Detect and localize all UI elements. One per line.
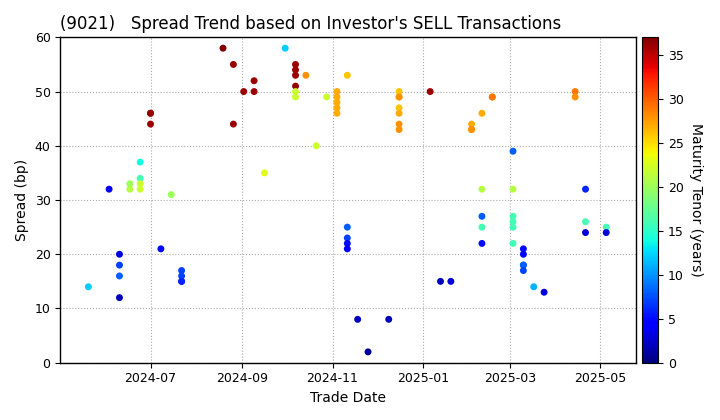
Point bbox=[393, 126, 405, 133]
Point bbox=[341, 235, 353, 242]
Point bbox=[176, 278, 187, 285]
Point bbox=[135, 159, 146, 165]
Point bbox=[466, 126, 477, 133]
Point bbox=[135, 186, 146, 192]
Point bbox=[476, 240, 487, 247]
Point bbox=[476, 186, 487, 192]
Point bbox=[279, 45, 291, 52]
Point bbox=[289, 61, 301, 68]
Point bbox=[445, 278, 456, 285]
Point bbox=[393, 121, 405, 127]
Point bbox=[580, 229, 591, 236]
Point bbox=[518, 251, 529, 257]
Point bbox=[289, 83, 301, 89]
Point bbox=[341, 224, 353, 231]
Point bbox=[114, 273, 125, 279]
Point bbox=[600, 229, 612, 236]
Point bbox=[248, 88, 260, 95]
Point bbox=[145, 110, 156, 117]
Point bbox=[508, 240, 519, 247]
Point bbox=[570, 88, 581, 95]
Point bbox=[393, 94, 405, 100]
X-axis label: Trade Date: Trade Date bbox=[310, 391, 386, 405]
Point bbox=[331, 94, 343, 100]
Point bbox=[580, 186, 591, 192]
Point bbox=[258, 170, 270, 176]
Point bbox=[176, 267, 187, 274]
Point bbox=[331, 99, 343, 106]
Point bbox=[393, 88, 405, 95]
Point bbox=[466, 126, 477, 133]
Point bbox=[176, 273, 187, 279]
Point bbox=[508, 224, 519, 231]
Point bbox=[528, 284, 539, 290]
Point bbox=[518, 262, 529, 268]
Point bbox=[300, 72, 312, 79]
Point bbox=[518, 245, 529, 252]
Point bbox=[166, 191, 177, 198]
Point bbox=[518, 262, 529, 268]
Point bbox=[508, 218, 519, 225]
Point bbox=[424, 88, 436, 95]
Y-axis label: Maturity Tenor (years): Maturity Tenor (years) bbox=[689, 123, 703, 277]
Point bbox=[228, 121, 239, 127]
Point bbox=[124, 181, 135, 187]
Point bbox=[321, 94, 333, 100]
Point bbox=[341, 72, 353, 79]
Point bbox=[435, 278, 446, 285]
Point bbox=[135, 181, 146, 187]
Point bbox=[124, 186, 135, 192]
Point bbox=[217, 45, 229, 52]
Point bbox=[508, 148, 519, 155]
Point bbox=[383, 316, 395, 323]
Point bbox=[362, 349, 374, 355]
Point bbox=[352, 316, 364, 323]
Point bbox=[145, 121, 156, 127]
Point bbox=[289, 94, 301, 100]
Point bbox=[238, 88, 250, 95]
Point bbox=[135, 175, 146, 182]
Y-axis label: Spread (bp): Spread (bp) bbox=[15, 159, 29, 241]
Point bbox=[331, 88, 343, 95]
Point bbox=[476, 213, 487, 220]
Point bbox=[580, 218, 591, 225]
Point bbox=[104, 186, 115, 192]
Point bbox=[114, 251, 125, 257]
Point bbox=[508, 186, 519, 192]
Point bbox=[600, 224, 612, 231]
Point bbox=[176, 278, 187, 285]
Point bbox=[393, 110, 405, 117]
Point bbox=[289, 72, 301, 79]
Point bbox=[331, 105, 343, 111]
Point bbox=[393, 105, 405, 111]
Point bbox=[228, 61, 239, 68]
Point bbox=[487, 94, 498, 100]
Point bbox=[248, 77, 260, 84]
Point bbox=[539, 289, 550, 296]
Point bbox=[476, 110, 487, 117]
Point bbox=[570, 94, 581, 100]
Point bbox=[145, 110, 156, 117]
Point bbox=[331, 110, 343, 117]
Point bbox=[289, 88, 301, 95]
Point bbox=[341, 245, 353, 252]
Point bbox=[393, 94, 405, 100]
Point bbox=[518, 267, 529, 274]
Point bbox=[487, 94, 498, 100]
Point bbox=[114, 294, 125, 301]
Text: (9021)   Spread Trend based on Investor's SELL Transactions: (9021) Spread Trend based on Investor's … bbox=[60, 15, 562, 33]
Point bbox=[114, 262, 125, 268]
Point bbox=[476, 224, 487, 231]
Point bbox=[155, 245, 166, 252]
Point bbox=[289, 66, 301, 73]
Point bbox=[341, 240, 353, 247]
Point bbox=[466, 121, 477, 127]
Point bbox=[83, 284, 94, 290]
Point bbox=[310, 142, 322, 149]
Point bbox=[508, 213, 519, 220]
